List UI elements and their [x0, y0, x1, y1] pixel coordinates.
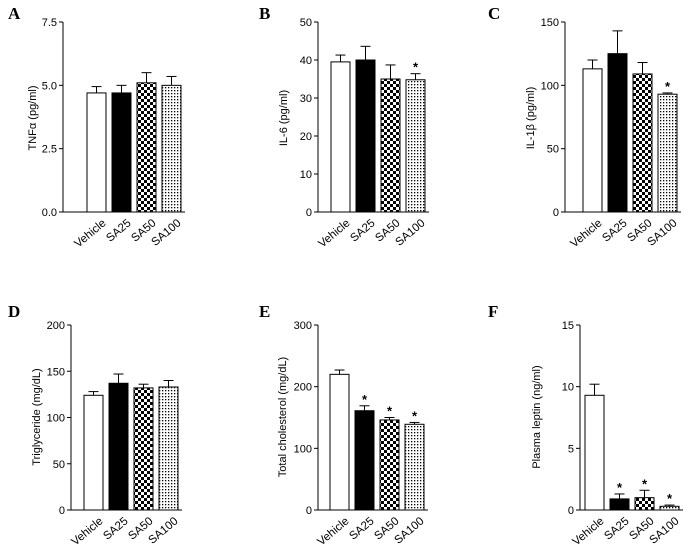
- significance-marker-e-sa100: *: [412, 408, 418, 423]
- bar-e-vehicle: [329, 373, 350, 511]
- panel-b: B IL-6 (pg/ml) 01020304050VehicleSA25SA5…: [259, 4, 429, 250]
- y-tick-label-e: 200: [294, 382, 312, 394]
- y-tick-label-c: 100: [541, 80, 559, 92]
- y-tick-label-f: 5: [568, 443, 574, 455]
- panel-e: E Total cholesterol (mg/dL) 0 100 200 300 Ve…: [259, 302, 428, 548]
- significance-marker-f-sa50: *: [642, 476, 648, 491]
- panel-d: D Triglyceride (mg/dL) 0 50 100 150 200 Vehic…: [8, 302, 182, 548]
- panel-letter-e: E: [259, 302, 270, 321]
- bar-a-sa100: [161, 84, 182, 213]
- significance-marker-e-sa25: *: [362, 392, 368, 407]
- x-tick-label-f: Vehicle: [570, 515, 606, 548]
- bar-c-sa25: [607, 53, 628, 213]
- bar-f-sa25: [609, 498, 630, 511]
- y-tick-label-e: 300: [294, 320, 312, 332]
- bar-a-sa25: [111, 92, 132, 213]
- y-tick-label-d: 50: [53, 459, 65, 471]
- y-tick-label-d: 0: [59, 505, 65, 517]
- bar-b-sa100: [405, 79, 426, 213]
- y-tick-label-b: 10: [300, 169, 312, 181]
- y-tick-label-a: 2.5: [42, 144, 57, 156]
- bar-b-sa50: [380, 78, 401, 213]
- x-tick-label-b: SA25: [348, 217, 377, 244]
- bar-a-sa50: [136, 82, 157, 213]
- panel-letter-a: A: [8, 4, 21, 23]
- x-tick-label-d: SA25: [101, 515, 130, 542]
- panel-c: C IL-1β (pg/ml) 050100150VehicleSA25SA50…: [488, 4, 681, 250]
- bar-e-sa50: [379, 419, 400, 511]
- bar-a-vehicle: [86, 92, 107, 213]
- y-tick-label-a: 5.0: [42, 80, 57, 92]
- bar-b-vehicle: [330, 61, 351, 213]
- y-axis-label-e: Total cholesterol (mg/dL): [277, 357, 289, 477]
- significance-marker-f-sa100: *: [667, 491, 673, 506]
- y-tick-label-b: 20: [300, 131, 312, 143]
- significance-marker-f-sa25: *: [617, 480, 623, 495]
- y-tick-label-f: 0: [568, 505, 574, 517]
- x-tick-label-e: SA25: [347, 515, 376, 542]
- y-tick-label-b: 0: [306, 207, 312, 219]
- y-tick-label-e: 0: [306, 505, 312, 517]
- y-tick-label-e: 100: [294, 443, 312, 455]
- x-tick-label-e: Vehicle: [315, 515, 351, 548]
- bar-e-sa100: [404, 423, 425, 511]
- bar-d-sa100: [158, 386, 179, 511]
- y-tick-label-c: 150: [541, 17, 559, 29]
- y-axis-label-c: IL-1β (pg/ml): [525, 87, 537, 150]
- x-tick-label-a: SA25: [104, 217, 133, 244]
- x-tick-label-c: Vehicle: [568, 217, 604, 250]
- bar-f-sa50: [634, 497, 655, 511]
- bar-e-sa25: [354, 410, 375, 511]
- x-tick-label-d: Vehicle: [69, 515, 105, 548]
- y-tick-label-b: 30: [300, 93, 312, 105]
- y-tick-label-f: 10: [562, 382, 574, 394]
- y-tick-label-d: 200: [47, 320, 65, 332]
- panel-letter-d: D: [8, 302, 20, 321]
- panel-letter-c: C: [488, 4, 500, 23]
- y-tick-label-f: 15: [562, 320, 574, 332]
- y-axis-label-f: Plasma leptin (ng/ml): [531, 365, 543, 468]
- y-tick-label-d: 100: [47, 413, 65, 425]
- y-tick-label-a: 0.0: [42, 207, 57, 219]
- significance-marker-b-sa100: *: [413, 60, 419, 75]
- panel-f: F Plasma leptin (ng/ml) 0 5 10 15 Vehicle * SA…: [488, 302, 683, 548]
- x-tick-label-b: Vehicle: [316, 217, 352, 250]
- y-tick-label-c: 0: [553, 207, 559, 219]
- significance-marker-e-sa50: *: [387, 404, 393, 419]
- panel-a: A TNFα (pg/ml) 0.02.55.07.5VehicleSA25SA…: [8, 4, 185, 250]
- x-tick-label-f: SA25: [602, 515, 631, 542]
- bar-f-vehicle: [584, 394, 605, 511]
- y-axis-label-b: IL-6 (pg/ml): [278, 90, 290, 146]
- y-tick-label-b: 50: [300, 17, 312, 29]
- bar-c-sa100: [657, 93, 678, 213]
- x-tick-label-c: SA25: [600, 217, 629, 244]
- y-tick-label-b: 40: [300, 55, 312, 67]
- y-tick-label-d: 150: [47, 366, 65, 378]
- bar-d-sa25: [108, 382, 129, 511]
- x-tick-label-a: Vehicle: [72, 217, 108, 250]
- significance-marker-c-sa100: *: [665, 79, 671, 94]
- y-tick-label-c: 50: [547, 144, 559, 156]
- panel-letter-f: F: [488, 302, 498, 321]
- bar-d-sa50: [133, 387, 154, 511]
- bar-f-sa100: [659, 505, 680, 511]
- y-axis-label-d: Triglyceride (mg/dL): [31, 368, 43, 465]
- y-axis-label-a: TNFα (pg/ml): [27, 85, 39, 150]
- y-tick-label-a: 7.5: [42, 17, 57, 29]
- bar-d-vehicle: [83, 394, 104, 511]
- bar-c-vehicle: [582, 68, 603, 213]
- bar-c-sa50: [632, 73, 653, 213]
- panel-letter-b: B: [259, 4, 270, 23]
- bar-b-sa25: [355, 59, 376, 213]
